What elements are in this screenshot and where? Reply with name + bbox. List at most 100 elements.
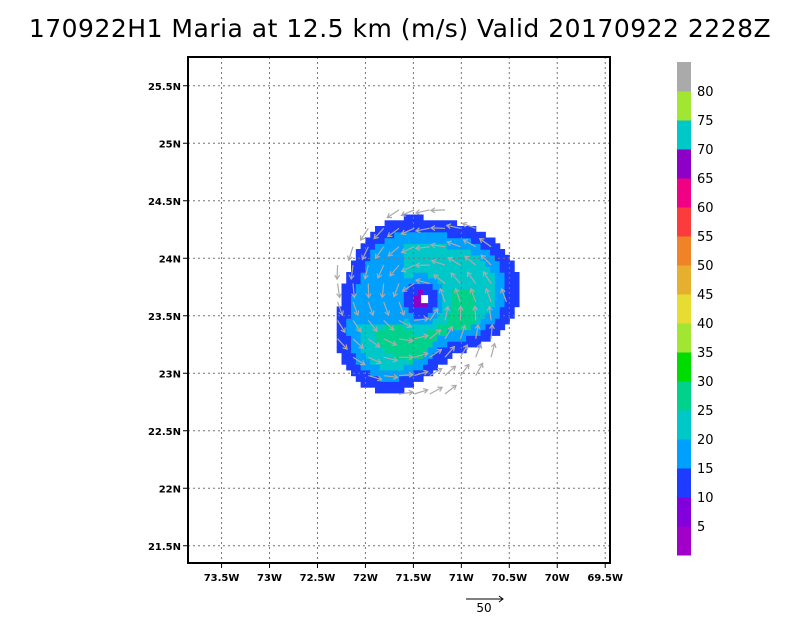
field-cell (370, 318, 376, 325)
wind-vector-head (351, 293, 357, 299)
field-cell (437, 277, 443, 285)
field-cell (451, 243, 458, 250)
field-cell (466, 277, 472, 285)
wind-vector (459, 344, 468, 358)
field-cell (379, 266, 386, 273)
field-cell (413, 243, 419, 250)
field-cell (490, 306, 496, 313)
field-cell (442, 295, 448, 302)
wind-vector (398, 301, 405, 316)
field-cell (418, 243, 424, 250)
field-cell (432, 300, 438, 308)
field-cell (432, 358, 438, 365)
wind-vector (352, 338, 364, 349)
field-cell (370, 272, 376, 279)
field-cell (399, 364, 405, 371)
field-cell (447, 335, 453, 342)
wind-vector-head (490, 342, 497, 349)
field-cell (447, 260, 453, 267)
field-cell (485, 329, 491, 336)
field-cell (423, 277, 429, 285)
field-cell (509, 306, 515, 313)
field-cell (499, 272, 506, 279)
wind-vector-head (388, 325, 395, 331)
wind-vector-head (376, 273, 383, 279)
field-cell (360, 249, 366, 256)
field-cell (427, 358, 434, 365)
field-cell (379, 346, 386, 354)
field-cell (475, 306, 482, 313)
field-cell (447, 289, 453, 296)
field-cell (351, 341, 357, 348)
field-cell (447, 231, 453, 239)
colorbar-swatch (677, 381, 691, 411)
field-cell (494, 249, 501, 256)
field-cell (365, 266, 371, 273)
field-cell (494, 318, 501, 325)
x-tick-label: 70W (545, 573, 570, 584)
field-cell (355, 318, 362, 325)
field-cell (370, 295, 376, 302)
field-cell (384, 381, 390, 388)
wind-vector-head (422, 388, 429, 394)
field-cell (413, 289, 419, 296)
field-cell (499, 318, 506, 325)
field-cell (485, 295, 491, 302)
field-cell (427, 254, 434, 262)
field-cell (504, 300, 510, 308)
field-cell (399, 237, 405, 244)
field-cell (423, 329, 429, 336)
field-cell (427, 266, 434, 273)
wind-vector (414, 389, 428, 395)
field-cell (375, 266, 381, 273)
plot-frame (187, 56, 611, 564)
reference-vector-label: 50 (476, 601, 491, 615)
field-cell (509, 295, 515, 302)
wind-vector-head (373, 233, 379, 240)
wind-vector (475, 324, 479, 339)
field-cell (423, 346, 429, 354)
field-cell (375, 300, 381, 308)
wind-vector-head (446, 240, 452, 247)
field-cell (423, 220, 429, 227)
wind-vector (414, 334, 429, 340)
wind-vector (388, 246, 400, 257)
field-cell (461, 295, 467, 302)
field-cell (408, 306, 414, 313)
field-cell (418, 346, 424, 354)
field-cell (418, 375, 424, 382)
field-cell (494, 312, 501, 319)
wind-vector (393, 283, 400, 297)
y-tick-label: 25N (159, 139, 181, 150)
field-cell (341, 283, 347, 290)
field-cell (413, 364, 419, 371)
field-cell (504, 283, 510, 290)
field-cell (375, 323, 381, 331)
field-cell (480, 289, 486, 296)
wind-vector (431, 260, 446, 266)
field-cell (365, 277, 371, 285)
field-cell (394, 231, 400, 239)
field-cell (403, 312, 410, 319)
field-cell (403, 226, 410, 233)
field-cell (370, 277, 376, 285)
wind-vector-head (408, 371, 415, 378)
wind-vector (446, 241, 461, 248)
field-cell (504, 306, 510, 313)
field-cell (475, 289, 482, 296)
field-cell (423, 254, 429, 262)
field-cell (379, 341, 386, 348)
field-cell (389, 369, 395, 377)
field-cell (447, 323, 453, 331)
wind-vector (383, 356, 398, 362)
field-cell (437, 318, 443, 325)
field-cell (490, 260, 496, 267)
field-cell (375, 289, 381, 296)
field-cell (365, 260, 371, 267)
colorbar-label: 45 (697, 288, 714, 303)
field-cell (399, 346, 405, 354)
colorbar-label: 35 (697, 346, 714, 361)
wind-vector (414, 318, 429, 321)
field-cell (413, 352, 419, 359)
wind-vector (490, 324, 493, 339)
